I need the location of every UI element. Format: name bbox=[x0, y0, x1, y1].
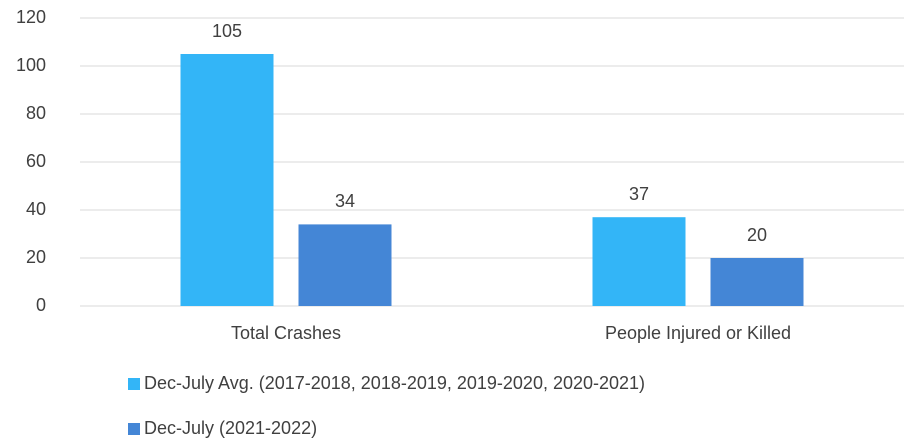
bar bbox=[180, 54, 274, 306]
data-label: 105 bbox=[212, 21, 242, 41]
y-tick-label: 40 bbox=[26, 199, 46, 219]
y-tick-label: 0 bbox=[36, 295, 46, 315]
y-tick-label: 20 bbox=[26, 247, 46, 267]
data-label: 34 bbox=[335, 191, 355, 211]
x-tick-label: People Injured or Killed bbox=[605, 323, 791, 343]
bar bbox=[592, 217, 686, 306]
legend-label: Dec-July Avg. (2017-2018, 2018-2019, 201… bbox=[144, 373, 645, 393]
bar bbox=[710, 258, 804, 306]
y-tick-label: 100 bbox=[16, 55, 46, 75]
legend-swatch bbox=[128, 423, 140, 435]
data-label: 20 bbox=[747, 225, 767, 245]
legend-label: Dec-July (2021-2022) bbox=[144, 418, 317, 438]
legend-swatch bbox=[128, 378, 140, 390]
data-label: 37 bbox=[629, 184, 649, 204]
x-tick-label: Total Crashes bbox=[231, 323, 341, 343]
y-tick-label: 120 bbox=[16, 7, 46, 27]
bar bbox=[298, 224, 392, 306]
y-tick-label: 80 bbox=[26, 103, 46, 123]
y-tick-label: 60 bbox=[26, 151, 46, 171]
